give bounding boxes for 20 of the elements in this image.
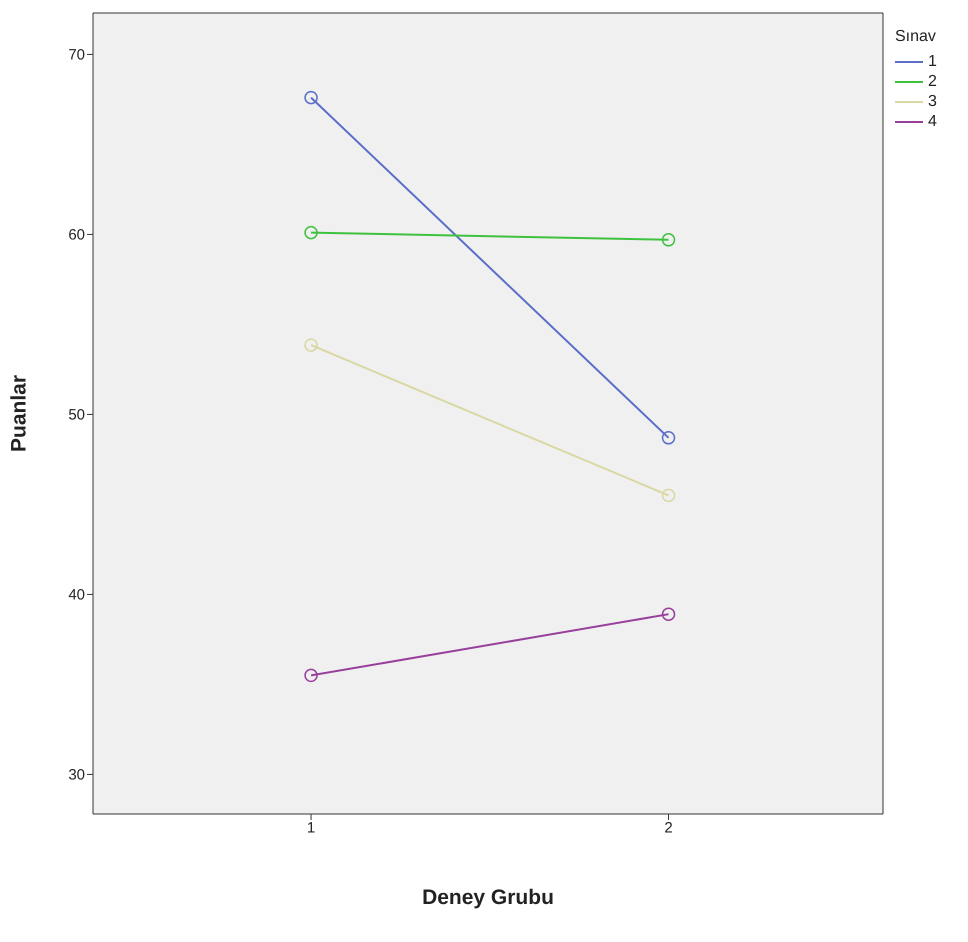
y-tick-label: 50 (68, 406, 85, 424)
point (662, 431, 676, 445)
x-axis-title: Deney Grubu (422, 886, 554, 909)
legend-label: 1 (928, 53, 937, 71)
legend-label: 4 (928, 113, 937, 131)
point (304, 226, 318, 240)
y-axis-title: Puanlar (7, 374, 30, 452)
y-tick-label: 40 (68, 586, 85, 604)
point (662, 607, 676, 621)
point (304, 338, 318, 352)
point (304, 90, 318, 104)
point (662, 233, 676, 247)
y-tick-label: 70 (68, 46, 85, 64)
y-tick-label: 60 (68, 226, 85, 244)
point (304, 668, 318, 682)
legend-label: 3 (928, 93, 937, 111)
point (662, 488, 676, 502)
legend-title: Sınav (895, 28, 937, 46)
legend-label: 2 (928, 73, 937, 91)
y-tick-label: 30 (68, 766, 85, 784)
